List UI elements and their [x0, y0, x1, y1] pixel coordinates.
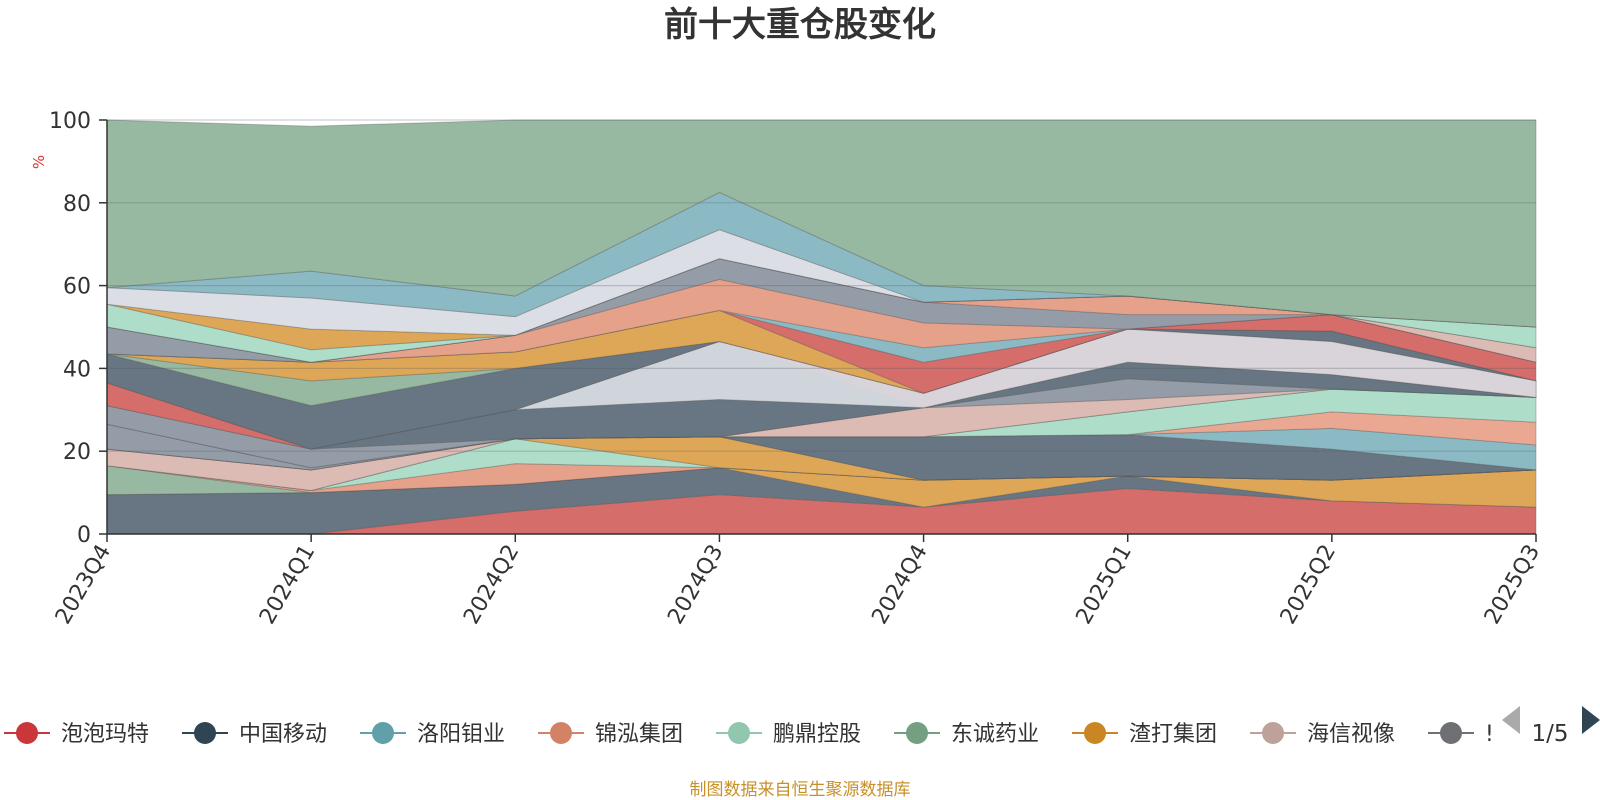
legend-label: 中国移动: [239, 722, 327, 747]
legend-pager: 1/5: [1502, 706, 1600, 747]
area-band-12: [106, 388, 1537, 471]
legend-item-3[interactable]: 锦泓集团: [538, 722, 683, 747]
y-tick-label-60: 60: [63, 275, 91, 300]
x-tick-label-2025Q3: 2025Q3: [1480, 541, 1545, 629]
legend-label: 东诚药业: [951, 722, 1039, 747]
y-tick-label-40: 40: [63, 357, 91, 382]
legend-item-8[interactable]: !: [1428, 722, 1494, 747]
legend-marker-icon: [1084, 722, 1106, 744]
x-tick-label-2025Q1: 2025Q1: [1072, 541, 1137, 629]
legend-label: 鹏鼎控股: [773, 722, 861, 747]
x-tick-labels: 2023Q4 2024Q1 2024Q2 2024Q3 2024Q4 2025Q1 2025…: [51, 541, 1545, 629]
data-source-credit: 制图数据来自恒生聚源数据库: [690, 780, 911, 800]
legend-label: 洛阳钼业: [417, 722, 505, 747]
area-band-10: [106, 427, 1537, 471]
area-band-11: [106, 411, 1537, 471]
chart-title: 前十大重仓股变化: [664, 5, 936, 45]
legend: 泡泡玛特 中国移动 洛阳钼业 锦泓集团 鹏鼎控股 东诚药业 渣打集团 海信视像!: [4, 722, 1494, 747]
legend-marker-icon: [372, 722, 394, 744]
area-band-29: [106, 258, 1537, 363]
x-tick-label-2024Q1: 2024Q1: [255, 541, 320, 629]
x-tick-label-2025Q2: 2025Q2: [1276, 541, 1341, 629]
legend-label: 锦泓集团: [595, 722, 683, 747]
legend-item-1[interactable]: 中国移动: [182, 722, 327, 747]
axes: [106, 120, 1537, 542]
legend-item-6[interactable]: 渣打集团: [1072, 722, 1217, 747]
y-tick-label-0: 0: [77, 523, 91, 548]
area-band-2: [106, 467, 1537, 508]
area-band-8: [106, 436, 1537, 492]
legend-label: 海信视像: [1307, 722, 1395, 747]
y-tick-label-20: 20: [63, 440, 91, 465]
legend-item-2[interactable]: 洛阳钼业: [360, 722, 505, 747]
y-tick-label-100: 100: [49, 109, 91, 134]
x-tick-label-2024Q2: 2024Q2: [459, 541, 524, 629]
legend-marker-icon: [906, 722, 928, 744]
area-band-33: [106, 119, 1537, 328]
legend-marker-icon: [550, 722, 572, 744]
legend-label: !: [1485, 722, 1494, 747]
legend-marker-icon: [194, 722, 216, 744]
legend-label: 泡泡玛特: [61, 722, 149, 747]
area-band-19: [106, 328, 1537, 450]
legend-marker-icon: [1262, 722, 1284, 744]
legend-marker-icon: [728, 722, 750, 744]
area-band-22: [106, 309, 1537, 394]
legend-marker-icon: [16, 722, 38, 744]
legend-label: 渣打集团: [1129, 722, 1217, 747]
x-tick-label-2024Q3: 2024Q3: [663, 541, 728, 629]
area-band-18: [106, 328, 1537, 450]
legend-marker-icon: [1440, 722, 1462, 744]
x-tick-label-2023Q4: 2023Q4: [51, 541, 116, 629]
legend-item-4[interactable]: 鹏鼎控股: [716, 722, 861, 747]
legend-next-icon[interactable]: [1582, 706, 1600, 734]
area-bands: [106, 119, 1537, 535]
legend-prev-icon[interactable]: [1502, 706, 1520, 734]
legend-item-5[interactable]: 东诚药业: [894, 722, 1039, 747]
y-axis-label: %: [30, 155, 48, 169]
y-tick-labels: 0 20 40 60 80 100: [49, 109, 91, 548]
legend-item-0[interactable]: 泡泡玛特: [4, 722, 149, 747]
legend-item-7[interactable]: 海信视像: [1250, 722, 1395, 747]
y-tick-label-80: 80: [63, 192, 91, 217]
area-band-27: [106, 258, 1537, 363]
legend-page-indicator: 1/5: [1531, 721, 1568, 747]
x-tick-label-2024Q4: 2024Q4: [867, 541, 932, 629]
